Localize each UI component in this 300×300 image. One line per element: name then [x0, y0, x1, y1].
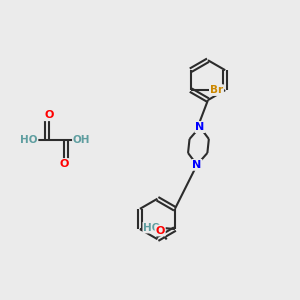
Text: O: O [44, 110, 54, 120]
Text: N: N [192, 160, 202, 170]
Text: O: O [59, 159, 68, 169]
Text: O: O [155, 226, 165, 236]
Text: HO: HO [143, 223, 161, 232]
Text: OH: OH [73, 135, 90, 145]
Text: HO: HO [20, 135, 38, 145]
Text: N: N [195, 122, 205, 132]
Text: Br: Br [210, 85, 223, 95]
